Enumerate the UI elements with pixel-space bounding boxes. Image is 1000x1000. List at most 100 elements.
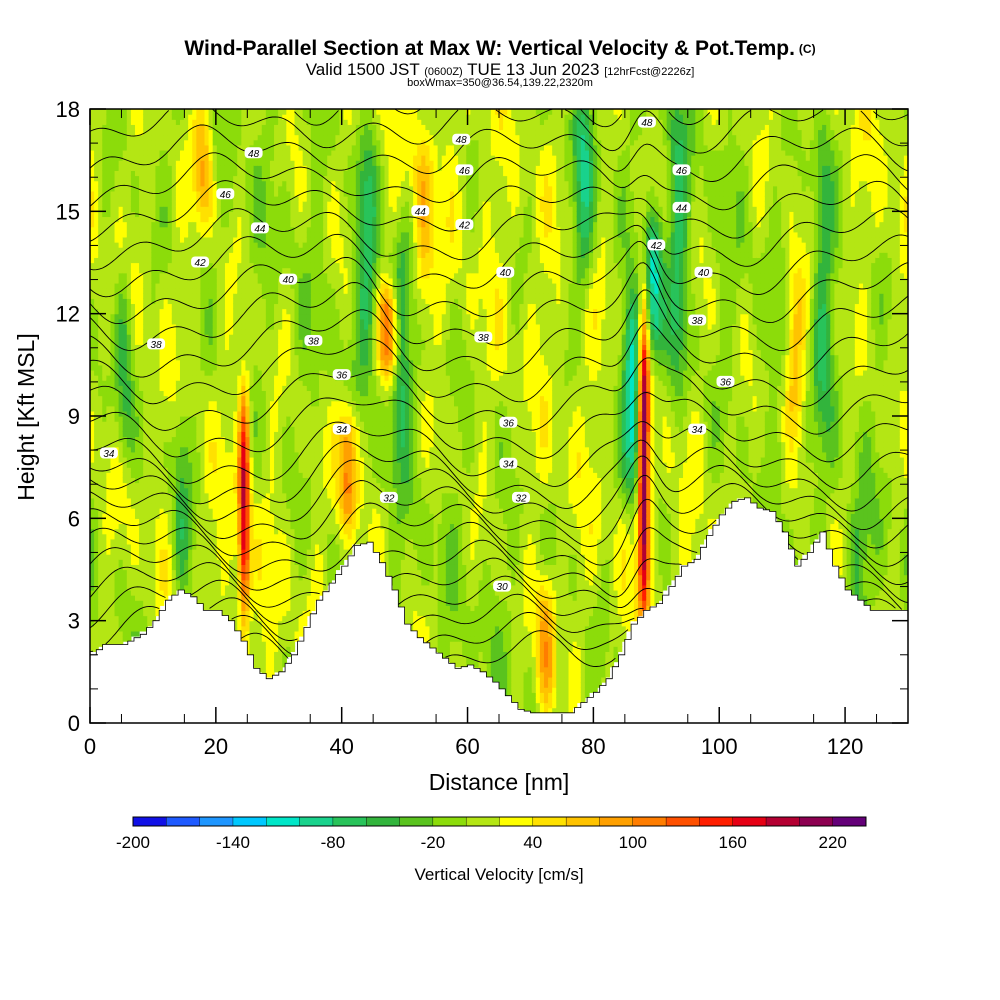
velocity-cell [147,605,152,612]
velocity-cell [110,109,116,115]
velocity-cell [167,462,173,468]
velocity-cell [196,600,202,606]
velocity-cell [265,318,271,325]
velocity-cell [118,211,124,218]
velocity-cell [134,364,140,371]
velocity-cell [265,462,271,468]
velocity-cell [151,155,157,161]
velocity-cell [220,462,226,468]
velocity-cell [159,564,165,571]
velocity-cell [94,339,99,345]
velocity-cell [90,344,95,351]
velocity-cell [134,257,140,264]
velocity-cell [139,502,144,509]
velocity-cell [106,242,112,248]
velocity-cell [216,456,222,463]
velocity-cell [253,242,259,248]
velocity-cell [184,221,189,228]
velocity-cell [282,206,287,212]
velocity-cell [253,175,259,182]
velocity-cell [208,252,214,258]
velocity-cell [278,180,283,187]
velocity-cell [257,369,263,376]
velocity-cell [130,595,136,601]
velocity-cell [143,451,148,458]
velocity-cell [143,523,148,530]
velocity-cell [269,252,275,258]
velocity-cell [175,523,181,530]
velocity-cell [192,400,197,407]
velocity-cell [208,446,214,453]
velocity-cell [139,349,144,356]
velocity-cell [233,477,238,484]
velocity-cell [143,144,148,151]
velocity-cell [139,293,144,299]
velocity-cell [204,149,210,156]
velocity-cell [147,129,152,136]
velocity-cell [265,257,271,264]
velocity-cell [171,195,177,202]
velocity-cell [118,610,124,617]
velocity-cell [126,252,132,258]
velocity-cell [249,497,255,504]
velocity-cell [171,190,177,197]
velocity-cell [269,282,275,289]
velocity-cell [110,369,116,376]
velocity-cell [212,482,218,489]
velocity-cell [151,303,157,310]
velocity-cell [122,574,128,581]
velocity-cell [257,293,263,299]
velocity-cell [130,446,136,453]
velocity-cell [98,252,103,258]
velocity-cell [163,359,169,366]
velocity-cell [122,625,128,632]
velocity-cell [98,359,103,366]
velocity-cell [171,334,177,340]
velocity-cell [114,109,120,115]
velocity-cell [163,533,169,540]
velocity-cell [126,170,132,177]
velocity-cell [245,354,251,361]
velocity-cell [257,400,263,407]
velocity-cell [147,426,152,432]
velocity-cell [237,170,242,177]
velocity-cell [265,416,271,422]
velocity-cell [216,354,222,361]
velocity-cell [98,329,103,335]
velocity-cell [249,421,255,427]
velocity-cell [253,574,259,581]
chart-title-text: Wind-Parallel Section at Max W: Vertical… [184,37,795,60]
velocity-cell [155,247,161,253]
velocity-cell [200,349,206,356]
velocity-cell [220,426,226,432]
velocity-cell [94,513,99,519]
velocity-cell [269,431,275,438]
velocity-cell [200,277,206,284]
velocity-cell [274,661,279,668]
velocity-cell [253,456,259,463]
velocity-cell [171,554,177,560]
velocity-cell [171,375,177,381]
velocity-cell [130,344,136,351]
velocity-cell [130,523,136,530]
velocity-cell [134,620,140,627]
velocity-cell [94,472,99,478]
velocity-cell [237,201,242,207]
velocity-cell [134,405,140,412]
velocity-cell [253,267,259,274]
velocity-cell [184,421,189,427]
velocity-cell [220,416,226,422]
velocity-cell [134,109,140,115]
velocity-cell [139,323,144,330]
velocity-cell [188,236,193,243]
velocity-cell [155,528,161,535]
velocity-cell [188,231,193,238]
velocity-cell [196,569,202,576]
velocity-cell [257,303,263,310]
velocity-cell [147,119,152,125]
velocity-cell [130,579,136,586]
velocity-cell [233,170,238,177]
velocity-cell [212,564,218,571]
velocity-cell [278,421,283,427]
velocity-cell [224,129,230,136]
